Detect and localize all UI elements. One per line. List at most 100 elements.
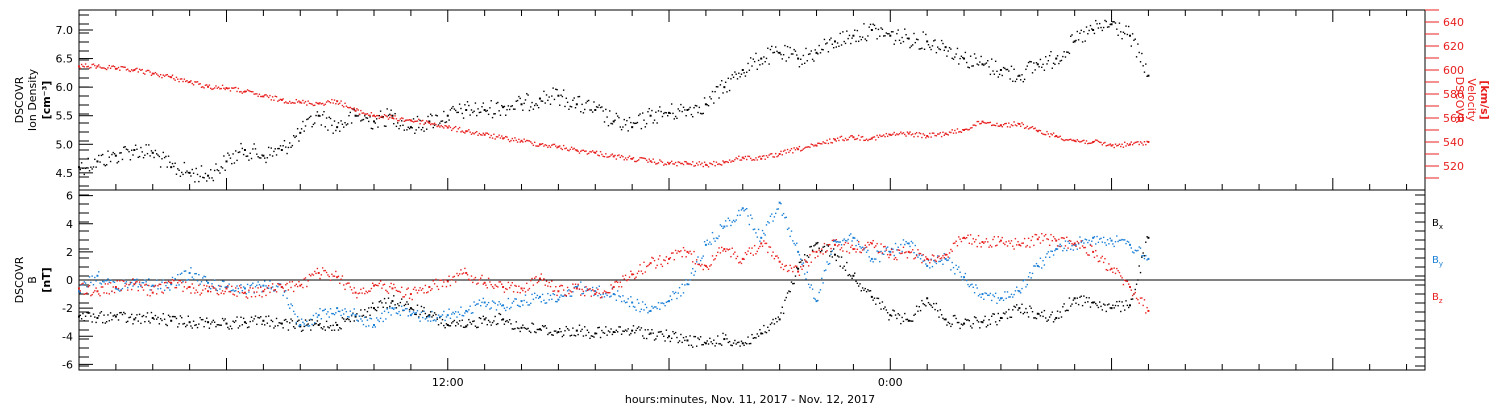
data-point-fill xyxy=(1047,251,1050,253)
data-point-fill xyxy=(507,321,510,323)
data-point-fill xyxy=(927,136,930,138)
data-point-fill xyxy=(102,280,104,283)
data-point-fill xyxy=(809,254,811,256)
data-point-fill xyxy=(1139,297,1142,299)
data-point xyxy=(207,290,210,293)
data-point-fill xyxy=(664,340,666,342)
data-point-fill xyxy=(256,284,258,287)
data-point-fill xyxy=(453,319,456,322)
data-point-fill xyxy=(129,283,132,285)
data-point-fill xyxy=(998,299,1001,301)
data-point-fill xyxy=(667,161,669,164)
data-point-fill xyxy=(132,154,134,156)
data-point-fill xyxy=(734,339,736,342)
data-point-fill xyxy=(997,125,999,127)
data-point-fill xyxy=(1067,309,1069,312)
data-point-fill xyxy=(973,316,976,318)
data-point-fill xyxy=(959,271,961,273)
data-point-fill xyxy=(665,256,668,258)
data-point-fill xyxy=(772,318,774,321)
data-point-fill xyxy=(398,119,400,122)
data-point-fill xyxy=(818,249,820,251)
data-point-fill xyxy=(1079,141,1081,143)
data-point-fill xyxy=(922,31,924,33)
data-point-fill xyxy=(1081,304,1084,307)
data-point-fill xyxy=(844,241,847,244)
data-point-fill xyxy=(149,295,151,297)
data-point-fill xyxy=(904,133,906,136)
data-point-fill xyxy=(771,45,773,48)
data-point-fill xyxy=(237,87,240,90)
data-point-fill xyxy=(526,301,528,304)
data-point xyxy=(1055,239,1058,242)
data-point-fill xyxy=(153,318,155,320)
data-point-fill xyxy=(1029,246,1031,248)
data-point xyxy=(502,318,505,321)
data-point-fill xyxy=(960,131,963,133)
data-point-fill xyxy=(861,36,864,38)
data-point-fill xyxy=(597,327,599,329)
data-point-fill xyxy=(819,250,822,253)
data-point-fill xyxy=(644,271,647,273)
data-point-fill xyxy=(788,56,790,59)
data-point-fill xyxy=(346,282,349,284)
data-point-fill xyxy=(1077,242,1080,244)
data-point-fill xyxy=(940,314,943,316)
data-point-fill xyxy=(943,49,945,52)
data-point-fill xyxy=(503,137,506,139)
data-point-fill xyxy=(91,275,93,277)
data-point-fill xyxy=(474,304,477,306)
data-point-fill xyxy=(988,294,990,296)
data-point-fill xyxy=(370,317,373,320)
data-point-fill xyxy=(171,279,174,281)
data-point-fill xyxy=(528,304,531,306)
data-point-fill xyxy=(224,290,226,293)
data-point-fill xyxy=(835,239,837,241)
legend: Bx By Bz xyxy=(1432,218,1443,305)
data-point-fill xyxy=(1019,292,1022,294)
data-point-fill xyxy=(771,213,773,215)
data-point-fill xyxy=(213,87,216,89)
data-point-fill xyxy=(477,108,479,110)
data-point-fill xyxy=(456,111,458,114)
data-point xyxy=(1073,139,1076,142)
data-point-fill xyxy=(989,292,992,295)
data-point-fill xyxy=(616,154,619,157)
data-point-fill xyxy=(307,100,309,102)
data-point-fill xyxy=(231,285,233,288)
data-point-fill xyxy=(1025,307,1027,310)
data-point-fill xyxy=(798,145,801,148)
data-point-fill xyxy=(694,263,697,265)
data-point-fill xyxy=(1059,245,1061,248)
data-point-fill xyxy=(296,285,299,288)
data-point-fill xyxy=(794,275,797,277)
data-point-fill xyxy=(869,241,872,244)
data-point-fill xyxy=(137,289,139,292)
data-point-fill xyxy=(535,331,537,334)
data-point-fill xyxy=(764,242,766,245)
data-point-fill xyxy=(930,259,932,261)
data-point-fill xyxy=(344,102,346,105)
data-point-fill xyxy=(1105,310,1107,313)
data-point-fill xyxy=(925,33,927,36)
data-point-fill xyxy=(511,137,514,140)
data-point-fill xyxy=(175,286,178,289)
data-point xyxy=(538,295,541,298)
data-point-fill xyxy=(630,332,632,335)
data-point-fill xyxy=(282,327,284,329)
data-point-fill xyxy=(909,131,911,133)
data-point-fill xyxy=(98,64,100,66)
data-point-fill xyxy=(1070,248,1072,250)
data-point-fill xyxy=(607,330,610,332)
data-point-fill xyxy=(275,285,278,287)
data-point-fill xyxy=(717,251,719,254)
data-point-fill xyxy=(611,123,614,125)
data-point-fill xyxy=(111,319,113,321)
data-point-fill xyxy=(1075,39,1077,42)
data-point-fill xyxy=(935,302,938,305)
data-point-fill xyxy=(877,136,880,139)
data-point-fill xyxy=(826,139,828,142)
data-point-fill xyxy=(478,299,481,301)
data-point-fill xyxy=(1022,80,1025,83)
data-point-fill xyxy=(785,296,787,299)
